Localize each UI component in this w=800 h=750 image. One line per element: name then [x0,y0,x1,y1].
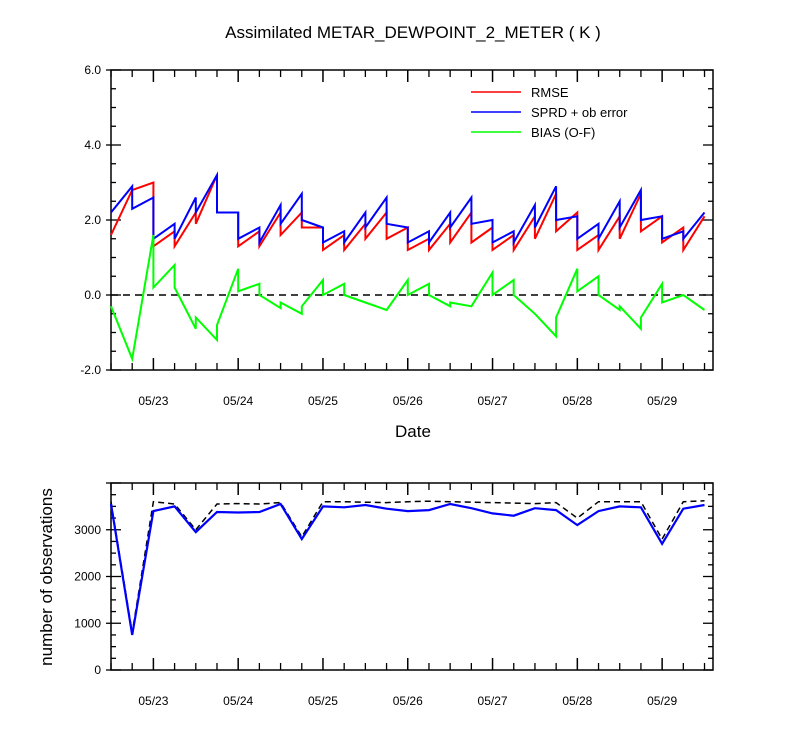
legend-entry-spread-label: SPRD + ob error [531,105,628,120]
top-x-tick-label: 05/29 [647,394,677,408]
legend: RMSE SPRD + ob error BIAS (O-F) [471,85,628,140]
bottom-y-tick-label: 3000 [74,523,101,537]
observations-used-line [109,502,705,636]
y-axis-title: number of observations [37,488,56,666]
top-x-tick-label: 05/28 [562,394,592,408]
bottom-x-tick-label: 05/29 [647,694,677,708]
chart-title: Assimilated METAR_DEWPOINT_2_METER ( K ) [225,23,601,42]
observations-possible-line [110,500,705,633]
bottom-x-tick-label: 05/25 [308,694,338,708]
bottom-x-tick-label: 05/28 [562,694,592,708]
top-y-tick-label: 0.0 [84,288,101,302]
top-panel: 05/23 05/24 05/25 05/26 05/27 05/28 05/29 -2.0 0… [80,63,714,441]
top-y-tick-label: 4.0 [84,138,101,152]
top-y-tick-label: -2.0 [80,363,101,377]
bottom-y-tick-label: 0 [94,663,101,677]
top-x-tick-label: 05/27 [478,394,508,408]
top-x-tick-label: 05/23 [138,394,168,408]
legend-entry-rmse-label: RMSE [531,85,569,100]
bottom-x-tick-label: 05/27 [478,694,508,708]
bottom-panel: 05/23 05/24 05/25 05/26 05/27 05/28 05/29 0 1000… [37,482,714,708]
bottom-y-tick-label: 2000 [74,570,101,584]
top-x-tick-label: 05/26 [393,394,423,408]
bottom-axis-ticks: 05/23 05/24 05/25 05/26 05/27 05/28 05/29 0 1000… [74,482,713,708]
spread-series-line [110,171,706,247]
top-series-group [110,171,713,363]
bias-series-line [110,234,706,363]
top-axis-ticks: 05/23 05/24 05/25 05/26 05/27 05/28 05/29 -2.0 0… [80,63,713,408]
bottom-x-tick-label: 05/26 [393,694,423,708]
bottom-y-tick-label: 1000 [74,616,101,630]
x-axis-title: Date [395,422,431,441]
top-y-tick-label: 6.0 [84,63,101,77]
bottom-x-tick-label: 05/23 [138,694,168,708]
legend-entry-bias-label: BIAS (O-F) [531,125,595,140]
top-y-tick-label: 2.0 [84,213,101,227]
top-x-tick-label: 05/24 [223,394,253,408]
bottom-x-tick-label: 05/24 [223,694,253,708]
top-x-tick-label: 05/25 [308,394,338,408]
bottom-series-group [109,500,705,636]
